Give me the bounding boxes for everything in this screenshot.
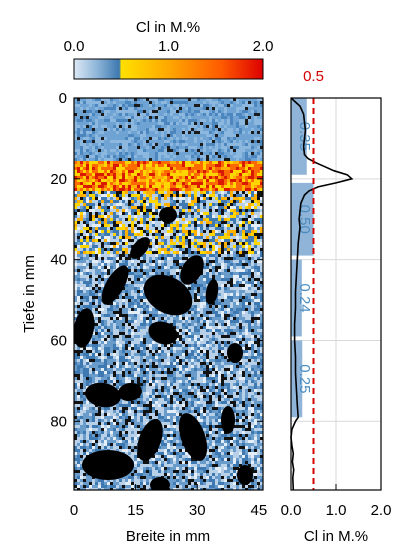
heatmap-x-tick-label: 0 [70, 502, 78, 519]
aggregate-stone [74, 308, 95, 348]
profile-bars: 0.350.500.240.25 [291, 98, 314, 418]
profile-bar [291, 98, 307, 175]
heatmap-x-axis: 0 15 30 45 [70, 484, 267, 519]
heatmap-x-tick-label: 45 [251, 502, 268, 519]
aggregate-stone [150, 477, 170, 490]
profile-x-tick-label: 2.0 [371, 502, 392, 519]
aggregate-stone [130, 237, 150, 259]
colorbar [73, 58, 264, 80]
aggregate-stone [118, 382, 142, 402]
threshold-label: 0.5 [303, 68, 324, 85]
heatmap-y-tick-label: 40 [50, 252, 67, 269]
heatmap-y-tick-label: 0 [59, 90, 67, 107]
aggregate-stone [227, 343, 243, 363]
profile-bar-label: 0.24 [296, 283, 313, 312]
heatmap-y-axis: 0 20 40 60 80 [50, 90, 263, 430]
heatmap-y-axis-title: Tiefe in mm [21, 255, 38, 333]
profile-line-layer [290, 97, 354, 491]
profile-bar [291, 182, 314, 256]
colorbar-title: Cl in M.% [136, 19, 200, 36]
profile-bar [291, 259, 302, 337]
aggregate-stone [148, 321, 178, 345]
heatmap-image [74, 98, 263, 490]
aggregate-stone [180, 255, 204, 285]
aggregate-stone [101, 265, 129, 305]
profile-x-axis-title: Cl in M.% [304, 528, 368, 545]
profile-line [290, 97, 354, 491]
colorbar-tick-label: 1.0 [158, 38, 179, 55]
colorbar-tick-labels: 0.0 1.0 2.0 [64, 38, 274, 55]
aggregate-stone [137, 418, 163, 462]
heatmap-x-axis-title: Breite in mm [126, 528, 210, 545]
heatmap-x-tick-label: 30 [189, 502, 206, 519]
profile-bar-label: 0.25 [296, 364, 313, 393]
profile-x-tick-label: 0.0 [281, 502, 302, 519]
aggregate-stone [159, 207, 177, 223]
colorbar-tick-label: 2.0 [253, 38, 274, 55]
aggregate-stone [178, 413, 208, 461]
aggregate-stone [237, 465, 253, 485]
aggregate-stone [205, 279, 219, 305]
aggregate-stone [221, 406, 235, 434]
heatmap-y-tick-label: 20 [50, 171, 67, 188]
colorbar-tick-label: 0.0 [64, 38, 85, 55]
heatmap-x-tick-label: 15 [127, 502, 144, 519]
profile-x-axis: 0.0 1.0 2.0 [281, 484, 392, 519]
heatmap-y-tick-label: 80 [50, 413, 67, 430]
heatmap-frame [73, 97, 264, 491]
aggregate-stone [82, 450, 134, 480]
aggregate-stone [143, 274, 193, 316]
profile-x-tick-label: 1.0 [326, 502, 347, 519]
aggregate-stone [85, 382, 121, 408]
heatmap-y-tick-label: 60 [50, 332, 67, 349]
